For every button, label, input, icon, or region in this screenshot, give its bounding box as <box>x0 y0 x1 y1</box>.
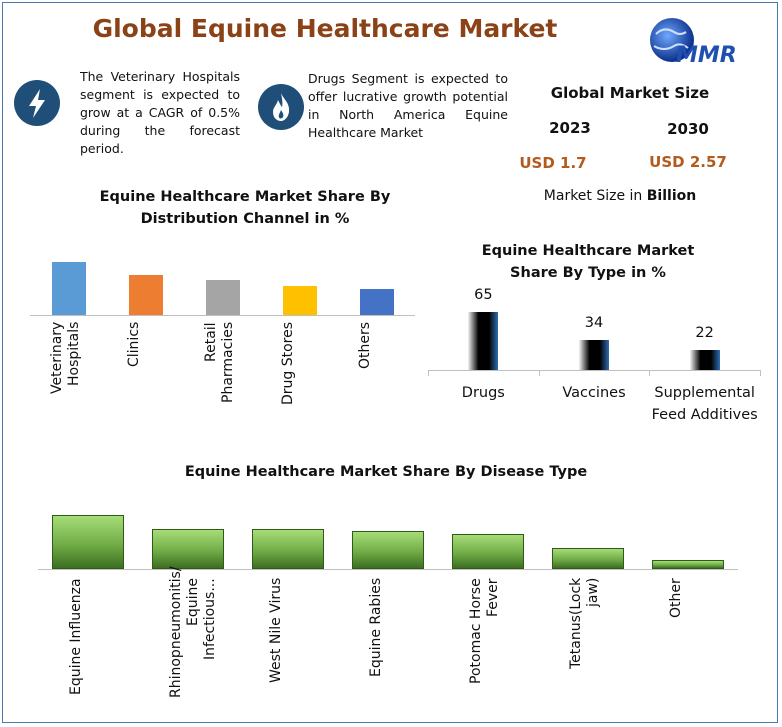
x-tick-label: Clinics <box>125 322 142 368</box>
x-tick-label: Other <box>668 578 684 618</box>
bar <box>579 339 609 370</box>
axis-tick <box>760 370 761 376</box>
x-tick-label: West Nile Virus <box>268 578 284 684</box>
axis-tick <box>538 370 540 376</box>
bar <box>552 547 624 569</box>
x-tick-label: Rhinopneumonitis/ Equine Infectious... <box>168 566 218 698</box>
bar <box>52 515 124 569</box>
bar <box>152 529 224 569</box>
icon <box>14 80 60 126</box>
market-value: USD 1.7 <box>519 154 587 172</box>
x-tick-label: Supplemental Feed Additives <box>651 385 758 423</box>
bar <box>51 262 86 315</box>
x-tick-label: Others <box>356 322 373 370</box>
axis-line <box>38 569 738 570</box>
x-tick-label: Vaccines <box>562 385 626 401</box>
axis-line <box>428 370 760 371</box>
icon <box>258 84 304 130</box>
unit: Billion <box>646 188 697 204</box>
x-tick-label: Drugs <box>461 385 505 401</box>
market-size-title: Global Market Size <box>550 84 710 102</box>
bar <box>689 350 720 370</box>
year: 2030 <box>667 120 709 138</box>
title: Global Equine Healthcare Market <box>92 14 558 43</box>
chart-title: Equine Healthcare Market Share By Distri… <box>99 189 391 227</box>
callout: Drugs Segment is expected to offer lucra… <box>308 71 508 140</box>
chart-title: Equine Healthcare Market Share By Type i… <box>481 243 695 281</box>
bar <box>128 274 163 315</box>
x-tick-label: Drug Stores <box>279 322 296 406</box>
market-note: Market Size in Billion <box>530 188 710 204</box>
bar <box>205 280 240 315</box>
logo-text: MMR <box>676 43 737 68</box>
value-label: 34 <box>584 314 604 331</box>
x-tick-label: Veterinary Hospitals <box>48 322 82 395</box>
year: 2023 <box>549 119 591 137</box>
callout: The Veterinary Hospitals segment is expe… <box>80 69 240 156</box>
bar <box>468 312 499 370</box>
bar <box>352 531 424 569</box>
x-tick-label: Tetanus(Lock jaw) <box>568 578 601 670</box>
x-tick-label: Potomac Horse Fever <box>468 578 501 684</box>
bar <box>652 559 724 569</box>
x-tick-label: Equine Influenza <box>68 578 84 695</box>
value-label: 65 <box>474 287 493 303</box>
x-tick-label: Retail Pharmacies <box>202 322 236 404</box>
market-value: USD 2.57 <box>649 153 727 171</box>
axis-tick <box>428 370 429 376</box>
logo: MMR <box>650 18 737 68</box>
x-tick-label: Equine Rabies <box>368 578 384 678</box>
bar <box>359 289 394 315</box>
bar <box>252 529 324 569</box>
value-label: 22 <box>695 325 714 342</box>
chart-title: Equine Healthcare Market Share By Diseas… <box>184 464 588 480</box>
bar <box>282 285 317 315</box>
note: Market Size in <box>543 188 643 204</box>
bar <box>452 533 524 569</box>
axis-line <box>30 315 415 316</box>
axis-tick <box>649 370 651 376</box>
